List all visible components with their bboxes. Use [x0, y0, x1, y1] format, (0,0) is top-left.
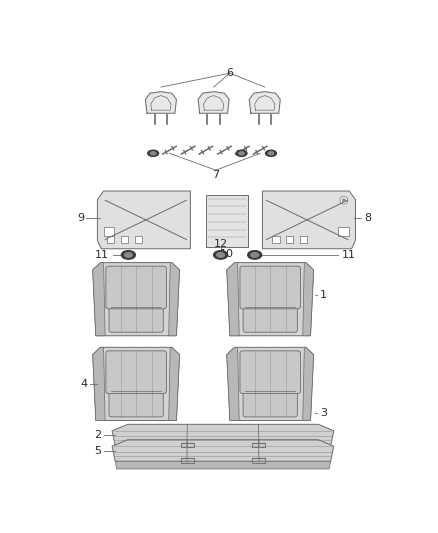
Circle shape: [342, 199, 346, 202]
Polygon shape: [262, 191, 356, 249]
Text: 4: 4: [80, 378, 87, 389]
Text: 7: 7: [212, 170, 219, 180]
Text: 9: 9: [77, 213, 84, 223]
Bar: [120, 237, 128, 243]
Ellipse shape: [239, 152, 244, 155]
Polygon shape: [227, 263, 239, 336]
FancyBboxPatch shape: [240, 266, 300, 309]
Ellipse shape: [265, 150, 276, 156]
Text: 12: 12: [214, 239, 228, 249]
Polygon shape: [249, 92, 280, 113]
Polygon shape: [169, 348, 180, 421]
Polygon shape: [303, 348, 314, 421]
Ellipse shape: [121, 251, 135, 259]
Polygon shape: [115, 461, 331, 469]
FancyBboxPatch shape: [109, 390, 163, 417]
Polygon shape: [93, 263, 180, 336]
Polygon shape: [303, 263, 314, 336]
Ellipse shape: [236, 150, 247, 156]
Bar: [339, 227, 349, 237]
Text: 11: 11: [95, 250, 109, 260]
Bar: [134, 237, 142, 243]
Polygon shape: [97, 191, 191, 249]
Text: 8: 8: [365, 213, 372, 223]
Polygon shape: [198, 92, 229, 113]
Text: 6: 6: [226, 68, 233, 78]
Bar: [300, 237, 307, 243]
Text: 2: 2: [94, 430, 101, 440]
Ellipse shape: [268, 152, 274, 155]
Ellipse shape: [214, 251, 228, 259]
Text: 5: 5: [94, 446, 101, 456]
Polygon shape: [112, 440, 334, 461]
Polygon shape: [115, 446, 331, 454]
Polygon shape: [93, 348, 105, 421]
Bar: [272, 237, 279, 243]
Ellipse shape: [217, 253, 225, 257]
Ellipse shape: [148, 150, 159, 156]
FancyBboxPatch shape: [240, 351, 300, 393]
Circle shape: [340, 196, 348, 204]
Polygon shape: [93, 263, 105, 336]
Polygon shape: [169, 263, 180, 336]
FancyBboxPatch shape: [243, 390, 297, 417]
FancyBboxPatch shape: [106, 351, 166, 393]
Text: 3: 3: [320, 408, 327, 418]
Ellipse shape: [151, 152, 156, 155]
FancyBboxPatch shape: [243, 305, 297, 332]
Polygon shape: [227, 348, 314, 421]
Text: 1: 1: [320, 290, 327, 300]
Text: 10: 10: [220, 249, 234, 259]
Bar: [286, 237, 293, 243]
Bar: [107, 237, 114, 243]
Polygon shape: [227, 348, 239, 421]
Text: 11: 11: [342, 250, 356, 260]
Polygon shape: [112, 424, 334, 446]
Bar: [103, 227, 114, 237]
Ellipse shape: [248, 251, 261, 259]
Polygon shape: [93, 348, 180, 421]
Ellipse shape: [124, 253, 132, 257]
Polygon shape: [145, 92, 177, 113]
FancyBboxPatch shape: [109, 305, 163, 332]
Bar: [206, 195, 248, 247]
FancyBboxPatch shape: [106, 266, 166, 309]
Ellipse shape: [251, 253, 258, 257]
Polygon shape: [227, 263, 314, 336]
